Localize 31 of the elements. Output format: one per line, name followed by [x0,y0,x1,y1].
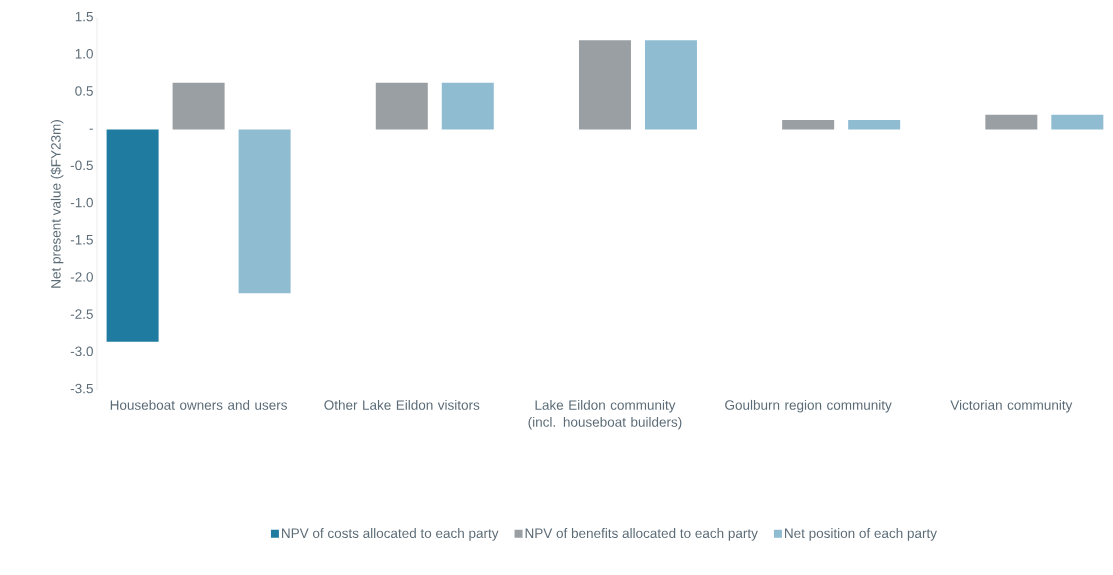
x-tick-label: Goulburn region community [725,399,892,413]
y-tick-label: - [89,128,93,130]
x-tick-label: Lake Eildon community (incl. houseboat builders) [528,399,682,430]
y-tick-label: -1.0 [70,197,93,208]
x-tick-label: Other Lake Eildon visitors [324,399,480,410]
y-tick-label: -2.0 [70,272,93,282]
bar [578,40,631,130]
bar [375,82,428,130]
x-tick-label: Victorian community [950,399,1073,413]
bar [848,119,901,130]
bar [782,119,835,130]
y-tick-label: 1.0 [75,48,93,59]
x-tick-label: Houseboat owners and users [110,399,287,410]
legend-label: Net position of each party [785,528,937,541]
y-tick-label: -3.5 [70,383,93,394]
bar [644,40,697,130]
y-axis-title: Net present value ($FY23m) [50,120,64,288]
y-tick-label: -2.5 [70,309,93,319]
bar [172,82,225,130]
y-tick-label: 1.5 [75,11,93,22]
y-tick-label: -3.0 [70,346,93,357]
bar [985,114,1038,130]
y-tick-label: 0.5 [75,86,93,96]
bar [441,82,494,130]
bar [238,129,291,294]
legend-label: NPV of costs allocated to each party [282,528,499,541]
y-tick-label: -1.5 [70,235,93,245]
legend-label: NPV of benefits allocated to each party [525,528,758,541]
bar [1051,114,1104,130]
y-tick-label: -0.5 [70,160,93,171]
bar [106,129,159,342]
